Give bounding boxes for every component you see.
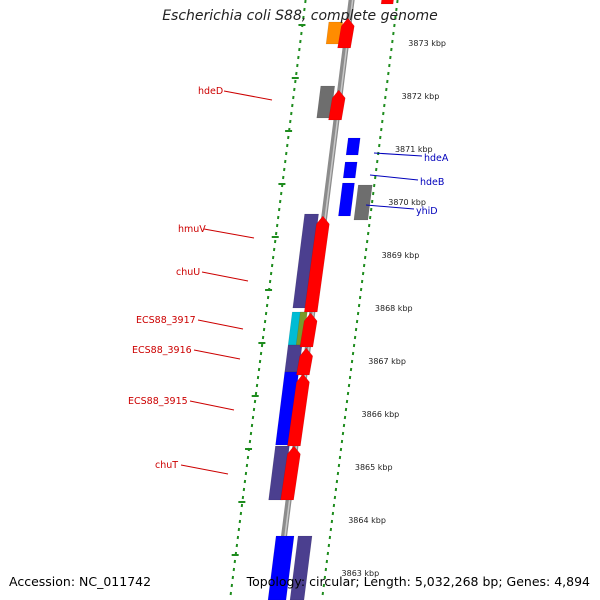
cds-ECS88_3916 (296, 347, 314, 376)
gene-label: chuU (176, 267, 200, 278)
gene-label-leader (189, 400, 235, 411)
gene-block-bottom-blue (267, 535, 295, 600)
gene-label: ECS88_3917 (136, 315, 196, 326)
gene-label-leader (193, 349, 241, 360)
gene-label-leader (373, 152, 423, 157)
gene-label-leader (365, 204, 415, 210)
tick-label: 3866 kbp (362, 410, 400, 419)
tick-label: 3871 kbp (395, 145, 433, 154)
genome-title: Escherichia coli S88, complete genome (162, 8, 438, 24)
gene-label: chuT (155, 460, 178, 471)
gene-label: hdeD (198, 86, 223, 97)
gene-label-leader (180, 464, 229, 475)
tick-label: 3865 kbp (355, 463, 393, 472)
gene-label: hmuV (178, 224, 206, 235)
tick-label: 3872 kbp (402, 92, 440, 101)
gene-block-gray-outer (353, 184, 373, 221)
gene-block-hdeA (345, 137, 361, 156)
tick-label: 3864 kbp (348, 516, 386, 525)
tick-label: 3867 kbp (368, 357, 406, 366)
gene-label-leader (369, 174, 419, 181)
tick-label: 3868 kbp (375, 304, 413, 313)
tick-label: 3870 kbp (388, 198, 426, 207)
tick-label: 3869 kbp (382, 251, 420, 260)
gene-label: hdeB (420, 177, 444, 188)
cds-ECS88_3917 (299, 312, 318, 348)
gene-label-leader (201, 271, 249, 282)
gene-label-leader (223, 90, 273, 101)
gene-block-yhiD (338, 182, 355, 217)
tick-label: 3863 kbp (342, 569, 380, 578)
gene-label: ECS88_3915 (128, 396, 188, 407)
gene-label: yhiD (416, 206, 438, 217)
gene-block-bottom-purple (289, 535, 313, 600)
accession-text: Accession: NC_011742 (9, 574, 152, 589)
cds-top-edge (380, 0, 394, 5)
cds-hdeD (328, 89, 346, 121)
gene-label-leader (203, 228, 255, 239)
gene-label: hdeA (424, 153, 449, 164)
gene-label-leader (197, 319, 244, 330)
tick-label: 3873 kbp (408, 39, 446, 48)
gene-block-hdeB (342, 161, 358, 179)
cds-ECS88_3915 (287, 373, 310, 447)
cds-top (337, 17, 355, 49)
cds-chuT (280, 445, 301, 501)
gene-label: ECS88_3916 (132, 345, 192, 356)
cds-hmuV (304, 215, 330, 313)
genome-stats-text: Topology: circular; Length: 5,032,268 bp… (246, 574, 590, 589)
